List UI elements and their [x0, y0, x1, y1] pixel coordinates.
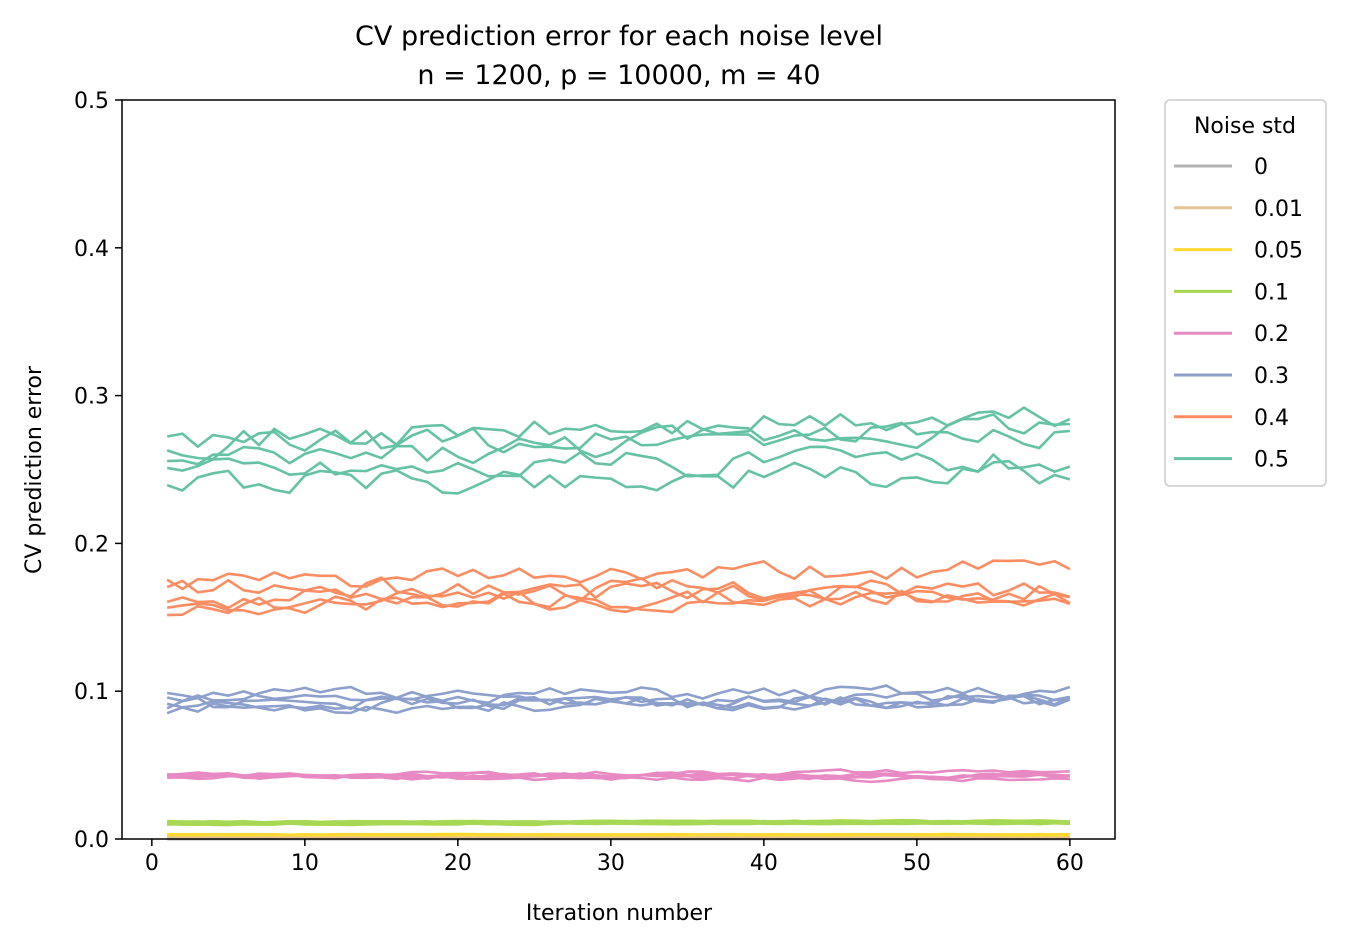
x-tick-label: 60 [1056, 851, 1084, 876]
x-tick-label: 50 [903, 851, 931, 876]
legend-title: Noise std [1194, 114, 1296, 139]
legend: Noise std 0 0.01 0.05 0.1 0.2 0.3 0.4 0.5 [1164, 99, 1327, 487]
legend-frame [1164, 99, 1327, 487]
series-line-noise-0-5-run-3 [167, 413, 1070, 466]
legend-label: 0.01 [1254, 197, 1303, 222]
series-line-noise-0-4-run-2 [166, 576, 1071, 602]
y-tick-label: 0.5 [74, 89, 109, 114]
x-tick-label: 10 [291, 851, 319, 876]
series-line-noise-0-3-run-5 [166, 694, 1071, 712]
series-line-noise-0-5-run-2 [166, 421, 1070, 454]
y-tick-label: 0.1 [74, 680, 109, 705]
y-tick-label: 0.3 [74, 385, 109, 410]
series-line-noise-0-05-run-5 [167, 832, 1070, 837]
legend-label: 0 [1254, 155, 1268, 180]
series-line-noise-0-4-run-5 [167, 589, 1071, 617]
chart-subtitle: n = 1200, p = 10000, m = 40 [417, 60, 820, 91]
x-tick-label: 30 [597, 851, 625, 876]
series-line-noise-0-2-run-5 [167, 771, 1070, 781]
x-tick-label: 40 [750, 851, 778, 876]
legend-label: 0.4 [1254, 406, 1289, 431]
chart-title: CV prediction error for each noise level [355, 21, 883, 52]
series-line-noise-0-5-run-1 [166, 406, 1071, 461]
series-line-noise-0-3-run-1 [166, 684, 1071, 705]
y-tick-label: 0.0 [74, 828, 109, 853]
legend-entries: 0 0.01 0.05 0.1 0.2 0.3 0.4 0.5 [1174, 155, 1303, 473]
plot-frame [121, 99, 1116, 840]
series-line-noise-0-4-run-4 [166, 587, 1071, 616]
legend-label: 0.5 [1254, 448, 1289, 473]
series-line-noise-0-1-run-5 [167, 818, 1070, 826]
y-tick-label: 0.2 [74, 532, 109, 557]
series-line-noise-0-3-run-3 [166, 694, 1071, 715]
legend-label: 0.05 [1254, 239, 1303, 264]
y-axis-label: CV prediction error [22, 365, 47, 574]
series-line-noise-0-4-run-3 [166, 581, 1071, 610]
legend-label: 0.2 [1254, 322, 1289, 347]
series-line-noise-0-4-run-1 [166, 559, 1071, 591]
series-line-noise-0-5-run-5 [166, 459, 1071, 495]
legend-label: 0.3 [1254, 364, 1289, 389]
x-tick-label: 0 [145, 851, 159, 876]
y-tick-label: 0.4 [74, 237, 109, 262]
x-axis-label: Iteration number [526, 901, 713, 926]
series-line-noise-0-5-run-4 [166, 445, 1071, 478]
x-axis-ticks: 0 10 20 30 40 50 60 [145, 839, 1084, 876]
y-axis-ticks: 0.0 0.1 0.2 0.3 0.4 0.5 [74, 89, 122, 853]
legend-label: 0.1 [1254, 280, 1289, 305]
plot-lines [166, 406, 1071, 841]
x-tick-label: 20 [444, 851, 472, 876]
